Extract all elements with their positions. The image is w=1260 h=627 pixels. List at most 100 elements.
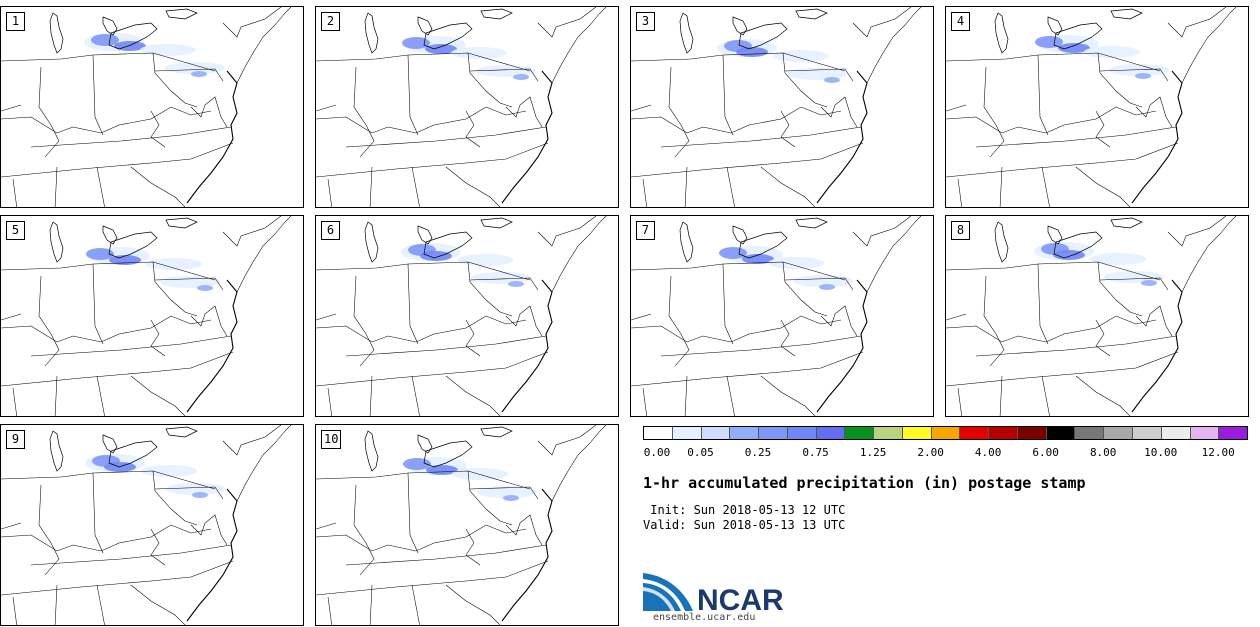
state-border	[946, 106, 1157, 134]
lake-outline	[732, 16, 748, 36]
state-border	[1135, 305, 1173, 337]
ensemble-member-map-8: 8	[945, 215, 1249, 417]
state-border	[92, 472, 104, 554]
state-border	[38, 484, 60, 576]
colorbar-tick-label: 1.25	[859, 446, 887, 459]
state-border	[316, 351, 549, 387]
colorbar-tick-label: 12.00	[1201, 446, 1235, 459]
state-border	[30, 544, 232, 566]
state-border	[369, 166, 373, 207]
state-border	[152, 470, 198, 526]
precip-area	[503, 495, 519, 501]
precip-area	[1141, 280, 1157, 286]
init-time: Init: Sun 2018-05-13 12 UTC	[643, 503, 846, 517]
state-border	[411, 584, 420, 625]
lake-outline	[165, 8, 198, 20]
colorbar-tick-label: 6.00	[1032, 446, 1059, 459]
state-border	[12, 387, 18, 416]
state-border	[1181, 216, 1237, 293]
state-border	[551, 425, 607, 502]
state-border	[152, 261, 198, 317]
colorbar-swatch	[1104, 427, 1134, 439]
state-border	[38, 275, 60, 367]
state-border	[537, 216, 597, 247]
state-border	[345, 126, 547, 148]
precip-area	[425, 44, 457, 54]
member-number-label: 3	[636, 12, 655, 31]
state-border	[190, 305, 228, 337]
basemap	[631, 216, 922, 416]
lake-outline	[994, 12, 1009, 54]
ensemble-member-map-4: 4	[945, 6, 1249, 208]
state-border	[222, 216, 282, 247]
member-number-label: 5	[6, 221, 25, 240]
state-border	[820, 305, 858, 337]
precip-area	[824, 77, 840, 83]
ensemble-member-map-10: 10	[315, 424, 619, 626]
state-border	[551, 216, 607, 293]
state-border	[946, 313, 967, 321]
state-border	[327, 387, 333, 416]
precip-area	[1058, 43, 1090, 53]
coastline	[816, 70, 868, 204]
lake-outline	[1110, 217, 1143, 229]
lake-outline	[108, 231, 158, 259]
precip-area	[420, 251, 452, 261]
lake-outline	[364, 430, 379, 472]
precip-area	[768, 257, 824, 269]
colorbar-swatch	[902, 427, 932, 439]
lake-outline	[102, 16, 118, 36]
state-border	[999, 166, 1003, 207]
state-border	[1, 104, 22, 112]
state-border	[154, 486, 224, 500]
state-border	[96, 166, 105, 207]
state-border	[780, 110, 796, 148]
member-number-label: 8	[951, 221, 970, 240]
state-border	[407, 54, 419, 136]
state-border	[316, 315, 527, 343]
lake-outline	[423, 440, 473, 468]
colorbar-swatch	[644, 427, 673, 439]
colorbar-swatch	[1075, 427, 1105, 439]
state-border	[782, 261, 828, 317]
precip-area	[197, 285, 213, 291]
member-number-label: 4	[951, 12, 970, 31]
state-border	[668, 66, 690, 158]
coastline	[501, 70, 553, 204]
lake-outline	[679, 12, 694, 54]
coastline	[186, 70, 238, 204]
member-number-label: 1	[6, 12, 25, 31]
coastline	[816, 279, 868, 413]
state-border	[445, 584, 501, 625]
state-border	[469, 68, 539, 82]
lake-outline	[417, 225, 433, 245]
state-border	[92, 54, 104, 136]
lake-outline	[108, 440, 158, 468]
lake-outline	[480, 217, 513, 229]
logo-url: ensemble.ucar.edu	[653, 612, 756, 623]
precip-area	[736, 47, 768, 57]
state-border	[866, 7, 922, 84]
state-border	[407, 263, 419, 345]
state-border	[760, 375, 816, 416]
state-border	[353, 66, 375, 158]
state-border	[668, 275, 690, 367]
lake-outline	[480, 8, 513, 20]
state-border	[222, 7, 282, 38]
colorbar-tick-label: 0.05	[687, 446, 714, 459]
coastline	[1131, 279, 1183, 413]
state-border	[54, 584, 58, 625]
colorbar-swatch	[816, 427, 846, 439]
colorbar-swatch	[701, 427, 731, 439]
precip-area	[140, 44, 196, 56]
colorbar-tick-label: 2.00	[917, 446, 944, 459]
lake-outline	[364, 12, 379, 54]
state-border	[150, 528, 166, 566]
state-border	[983, 66, 1005, 158]
state-border	[642, 387, 648, 416]
state-border	[467, 261, 513, 317]
colorbar-swatch	[1190, 427, 1220, 439]
state-border	[469, 486, 539, 500]
state-border	[505, 305, 543, 337]
state-border	[537, 425, 597, 456]
